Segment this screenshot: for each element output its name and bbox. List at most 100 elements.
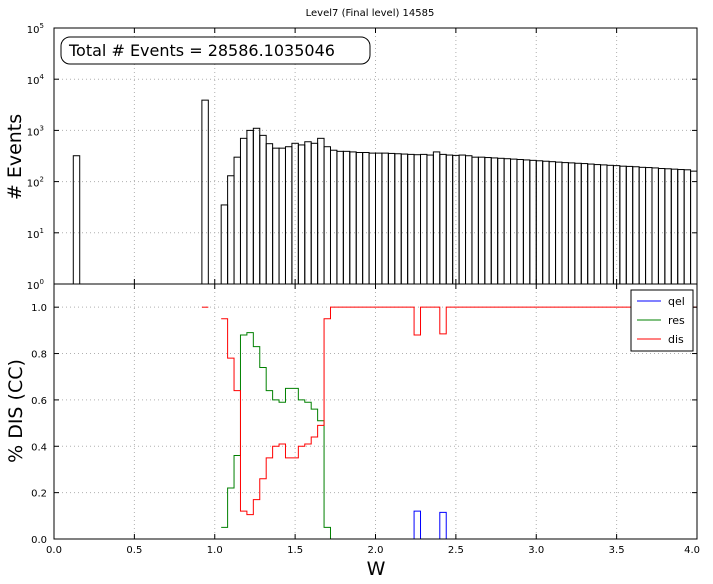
bottom-y-tick-label: 0.8 xyxy=(31,350,47,361)
top-y-tick-label: 102 xyxy=(27,176,44,190)
histogram-bar xyxy=(400,153,409,285)
top-y-tick-label: 104 xyxy=(27,73,45,87)
histogram-bar xyxy=(375,152,383,285)
bottom-y-tick-label: 0.6 xyxy=(31,396,47,407)
bottom-y-tick-label: 0.0 xyxy=(31,535,47,546)
histogram-bar xyxy=(394,153,402,285)
histogram-bar xyxy=(439,153,447,285)
histogram-bar xyxy=(284,146,293,285)
histogram-bar xyxy=(407,153,415,285)
bottom-y-tick-label: 1.0 xyxy=(31,303,47,314)
total-events-box-frame xyxy=(60,36,371,65)
histogram-bar xyxy=(567,162,576,285)
histogram-bar xyxy=(227,175,235,285)
histogram-bar xyxy=(458,154,467,285)
histogram-bar xyxy=(420,153,428,285)
histogram-bar xyxy=(471,156,479,285)
bottom-x-ticks: 0.0 0.5 1.0 1.5 2.0 2.5 3.0 3.5 4.0 xyxy=(46,284,700,556)
top-y-axis-label: # Events xyxy=(4,114,26,200)
histogram-bar xyxy=(278,147,286,285)
legend-label-qel: qel xyxy=(668,295,685,308)
x-tick-label: 1.0 xyxy=(207,545,223,556)
histogram-bar xyxy=(362,152,370,285)
histogram-bar xyxy=(259,134,267,285)
x-tick-label: 4.0 xyxy=(684,545,700,556)
x-tick-label: 2.0 xyxy=(368,545,384,556)
histogram-bar xyxy=(529,159,537,285)
total-events-box: Total # Events = 28586.1035046 xyxy=(60,36,371,65)
histogram-bar xyxy=(645,167,653,285)
bottom-y-ticks: 0.0 0.2 0.4 0.6 0.8 1.0 xyxy=(31,303,697,546)
series-line-qel xyxy=(439,511,447,539)
histogram-bar xyxy=(606,164,614,285)
histogram-bar xyxy=(336,150,344,285)
histogram-bar xyxy=(625,165,634,285)
event-histogram xyxy=(72,99,698,285)
histogram-bar xyxy=(690,170,698,285)
histogram-bar xyxy=(329,149,338,285)
series-line-res xyxy=(221,332,337,540)
histogram-bar xyxy=(381,152,389,285)
x-tick-label: 1.5 xyxy=(287,545,303,556)
series-line-dis xyxy=(221,306,697,516)
histogram-bar xyxy=(246,129,254,285)
histogram-bar xyxy=(600,164,608,285)
bottom-y-tick-label: 0.4 xyxy=(31,442,47,453)
top-y-tick-label: 100 xyxy=(27,278,44,292)
histogram-bar xyxy=(342,150,351,285)
histogram-bar xyxy=(201,99,209,285)
histogram-bar xyxy=(252,127,261,285)
histogram-bar xyxy=(561,162,569,285)
histogram-bar xyxy=(413,154,422,285)
histogram-bar xyxy=(683,169,692,285)
histogram-bar xyxy=(310,142,319,285)
histogram-bar xyxy=(445,154,454,285)
histogram-bar xyxy=(664,168,672,285)
histogram-bar xyxy=(638,166,647,285)
histogram-bar xyxy=(72,155,81,285)
histogram-bar xyxy=(349,151,357,285)
histogram-bar xyxy=(619,165,627,285)
legend: qel res dis xyxy=(630,289,694,352)
series-line-qel xyxy=(413,510,422,539)
histogram-bar xyxy=(272,147,280,285)
histogram-bar xyxy=(522,159,531,285)
bottom-y-tick-label: 0.2 xyxy=(31,489,47,500)
histogram-bar xyxy=(387,152,396,285)
histogram-bar xyxy=(426,154,434,285)
legend-label-res: res xyxy=(668,314,685,327)
histogram-bar xyxy=(465,155,473,285)
histogram-bar xyxy=(593,164,602,285)
histogram-bar xyxy=(304,141,312,285)
histogram-bar xyxy=(317,137,325,285)
histogram-bar xyxy=(657,168,666,285)
x-tick-label: 0.0 xyxy=(46,545,62,556)
top-x-ticks xyxy=(53,28,698,284)
x-tick-label: 3.0 xyxy=(528,545,544,556)
histogram-bar xyxy=(355,152,364,285)
histogram-bar xyxy=(535,160,544,285)
top-y-tick-label: 105 xyxy=(27,22,44,36)
histogram-bar xyxy=(297,144,306,285)
histogram-bar xyxy=(651,167,659,285)
histogram-bar xyxy=(677,169,685,285)
x-tick-label: 2.5 xyxy=(448,545,464,556)
histogram-bar xyxy=(510,158,518,285)
histogram-bar xyxy=(542,160,550,285)
histogram-bar xyxy=(323,146,331,285)
histogram-bar xyxy=(555,161,563,285)
histogram-bar xyxy=(477,156,486,285)
top-y-tick-label: 103 xyxy=(27,124,44,138)
x-axis-label: W xyxy=(367,558,386,580)
histogram-bar xyxy=(503,158,512,285)
histogram-bar xyxy=(368,152,377,285)
histogram-bar xyxy=(632,166,640,285)
histogram-bar xyxy=(548,161,557,285)
histogram-bar xyxy=(497,157,505,285)
histogram-bar xyxy=(490,157,499,285)
bottom-y-axis-label: % DIS (CC) xyxy=(5,359,27,463)
bottom-grid xyxy=(54,284,697,539)
top-y-tick-label: 101 xyxy=(27,227,44,241)
total-events-annotation: Total # Events = 28586.1035046 xyxy=(68,41,335,60)
